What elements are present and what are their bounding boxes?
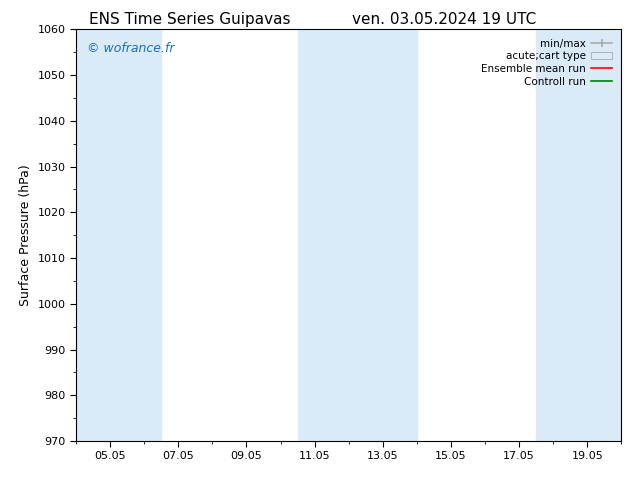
Bar — [536, 29, 621, 441]
Text: ven. 03.05.2024 19 UTC: ven. 03.05.2024 19 UTC — [352, 12, 536, 27]
Text: ENS Time Series Guipavas: ENS Time Series Guipavas — [89, 12, 291, 27]
Bar — [76, 29, 161, 441]
Bar — [297, 29, 417, 441]
Legend: min/max, acute;cart type, Ensemble mean run, Controll run: min/max, acute;cart type, Ensemble mean … — [477, 35, 616, 91]
Text: © wofrance.fr: © wofrance.fr — [87, 42, 174, 55]
Y-axis label: Surface Pressure (hPa): Surface Pressure (hPa) — [19, 164, 32, 306]
